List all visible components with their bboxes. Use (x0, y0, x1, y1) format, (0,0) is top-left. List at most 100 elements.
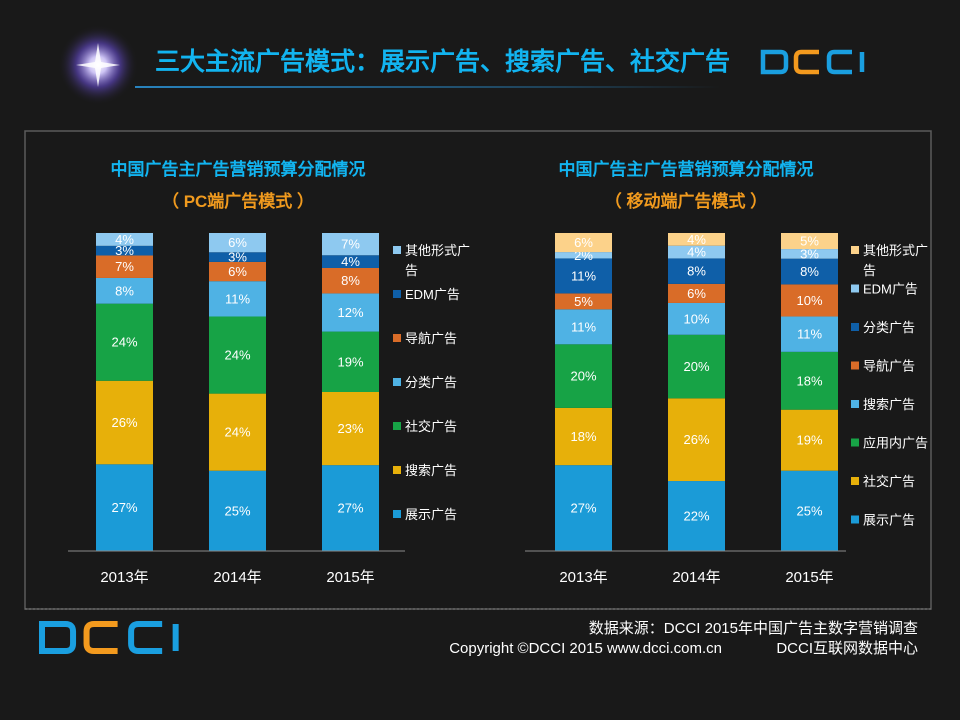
legend-swatch (393, 422, 401, 430)
footer-org: DCCI互联网数据中心 (776, 640, 918, 657)
bar-segment (322, 392, 379, 466)
bar-value-label: 25% (224, 503, 250, 518)
x-tick-label: 2015年 (785, 569, 833, 586)
legend-label: 分类广告 (405, 375, 457, 390)
bar-value-label: 3% (115, 243, 134, 258)
legend-label: EDM广告 (863, 282, 918, 297)
bar-value-label: 10% (683, 311, 709, 326)
chart-subtitle: （ PC端广告模式 ） (162, 191, 314, 211)
bar-value-label: 20% (683, 359, 709, 374)
bar-segment (322, 233, 379, 256)
bar-segment (555, 293, 612, 310)
legend-label: 应用内广告 (863, 436, 928, 451)
logo-letter-shape (760, 49, 789, 75)
bar-segment (209, 233, 266, 253)
bar-value-label: 26% (683, 432, 709, 447)
page-title: 三大主流广告模式：展示广告、搜索广告、社交广告 (155, 47, 730, 76)
bar-segment (96, 380, 153, 465)
bar-value-label: 11% (797, 327, 822, 342)
bar-segment (555, 258, 612, 294)
dcci-logo-top (760, 49, 865, 75)
bar-value-label: 8% (115, 283, 134, 298)
bar-segment (96, 464, 153, 551)
logo-letter-shape (39, 621, 77, 654)
x-tick-label: 2013年 (100, 569, 148, 586)
footer-source: 数据来源：DCCI 2015年中国广告主数字营销调查 (589, 620, 918, 637)
bar-value-label: 27% (111, 500, 137, 515)
bar-segment (555, 233, 612, 253)
bar-segment (668, 283, 725, 303)
bar-segment (96, 233, 153, 246)
bar-value-label: 20% (570, 369, 596, 384)
bar-segment (96, 303, 153, 381)
bar-segment (781, 470, 838, 551)
legend-label: 展示广告 (405, 507, 457, 522)
bar-segment (781, 351, 838, 410)
legend-label: EDM广告 (405, 287, 460, 302)
bar-segment (322, 267, 379, 294)
logo-letter-shape (128, 621, 163, 654)
legend-label: 其他形式广告 (863, 243, 928, 278)
bar-value-label: 11% (571, 268, 596, 283)
legend-swatch (393, 246, 401, 254)
legend-label: 其他形式广告 (405, 243, 470, 278)
bar-value-label: 18% (796, 373, 822, 388)
chart-mobile-ad-budget: 中国广告主广告营销预算分配情况 （ 移动端广告模式 ） 27% 18% 20% 11% 5%… (525, 159, 928, 586)
bar-value-label: 8% (341, 273, 360, 288)
bar-value-label: 11% (571, 319, 596, 334)
bar-value-label: 5% (800, 234, 819, 249)
bar-value-label: 4% (687, 232, 706, 247)
bar-value-label: 6% (574, 235, 593, 250)
x-tick-label: 2014年 (213, 569, 261, 586)
bar-value-label: 3% (228, 250, 247, 265)
bar-value-label: 25% (796, 503, 822, 518)
legend-swatch (393, 334, 401, 342)
legend-label: 社交广告 (405, 419, 457, 434)
legend-swatch (851, 323, 859, 331)
logo-letter-shape (826, 49, 852, 75)
x-tick-label: 2014年 (672, 569, 720, 586)
chart-title: 中国广告主广告营销预算分配情况 (559, 159, 814, 179)
legend-swatch (393, 378, 401, 386)
bar-value-label: 3% (800, 246, 819, 261)
bar-segment (668, 481, 725, 551)
bar-segment (322, 255, 379, 268)
logo-letter-shape (793, 49, 819, 75)
legend-label: 分类广告 (863, 320, 915, 335)
legend-label: 社交广告 (863, 474, 915, 489)
bar-value-label: 24% (224, 348, 250, 363)
bar-segment (96, 245, 153, 256)
bar-segment (322, 293, 379, 332)
bar-value-label: 27% (570, 501, 596, 516)
bar-value-label: 4% (687, 245, 706, 260)
bar-segment (781, 258, 838, 285)
legend-swatch (851, 284, 859, 293)
bar-segment (322, 331, 379, 392)
bar-segment (555, 465, 612, 551)
bar-segment (322, 465, 379, 551)
bar-segment (209, 281, 266, 317)
bar-value-label: 6% (228, 264, 247, 279)
title-underline (135, 86, 720, 88)
bar-segment (209, 261, 266, 282)
bar-value-label: 6% (228, 235, 247, 250)
chart-title: 中国广告主广告营销预算分配情况 (111, 159, 366, 179)
chart-pc-ad-budget: 中国广告主广告营销预算分配情况（ PC端广告模式 ）27%26%24%8%7%3… (68, 159, 470, 586)
bar-segment (209, 470, 266, 551)
bar-value-label: 6% (687, 286, 706, 301)
legend-swatch (393, 466, 401, 474)
bar-value-label: 23% (337, 421, 363, 436)
bar-segment (668, 302, 725, 335)
x-tick-label: 2013年 (559, 569, 607, 586)
x-tick-label: 2015年 (326, 569, 374, 586)
header: 三大主流广告模式：展示广告、搜索广告、社交广告 (58, 25, 730, 105)
bar-segment (96, 277, 153, 304)
content-frame (24, 130, 932, 610)
legend-swatch (393, 510, 401, 518)
legend-swatch (393, 290, 401, 298)
bar-segment (668, 398, 725, 482)
bar-segment (668, 245, 725, 259)
footer-copyright: Copyright ©DCCI 2015 www.dcci.com.cn (449, 640, 722, 657)
logo-letter-shape (83, 621, 118, 654)
bar-segment (668, 258, 725, 284)
